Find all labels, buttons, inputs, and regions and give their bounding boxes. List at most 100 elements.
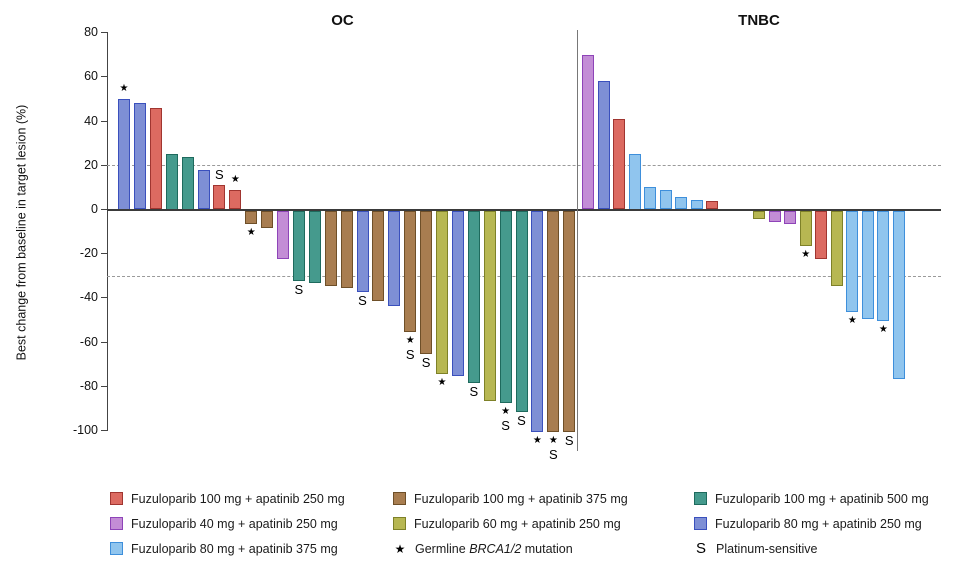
legend-column-3: Fuzuloparib 100 mg + apatinib 500 mg Fuzu… [694, 486, 929, 561]
legend-label: Fuzuloparib 80 mg + apatinib 375 mg [131, 541, 338, 556]
y-tick-label: -100 [72, 423, 98, 437]
bar-oc-28 [547, 210, 560, 432]
bar-oc-9 [245, 210, 258, 224]
y-tick-mark [101, 253, 107, 255]
y-tick-mark [101, 385, 107, 387]
bar-tnbc-6 [659, 189, 672, 210]
legend-swatch-orchid [110, 517, 123, 530]
bar-oc-25 [499, 210, 512, 403]
y-tick-label: -20 [79, 246, 98, 261]
bar-tnbc-19 [893, 210, 905, 379]
bar-oc-8 [229, 189, 242, 210]
bar-oc-3 [149, 107, 162, 210]
platinum-sensitive-marker: S [405, 347, 415, 363]
panel-title-oc: OC [331, 12, 354, 29]
platinum-sensitive-marker: S [469, 383, 479, 399]
bar-oc-10 [261, 210, 274, 229]
legend-swatch-red [110, 492, 123, 505]
bar-oc-20 [420, 210, 433, 355]
bar-tnbc-16 [846, 210, 859, 313]
y-tick-mark [101, 209, 107, 210]
reference-line-20 [107, 165, 941, 167]
y-tick-mark [101, 164, 107, 166]
legend-item: Fuzuloparib 40 mg + apatinib 250 mg [110, 511, 345, 536]
legend-swatch-blue [694, 517, 707, 530]
legend-swatch-brown [393, 492, 406, 505]
bar-tnbc-3 [613, 118, 626, 210]
legend-item: ★ Germline BRCA1/2 mutation [393, 536, 628, 561]
y-tick-mark [101, 120, 107, 122]
bar-tnbc-5 [644, 187, 657, 210]
platinum-sensitive-marker: S [517, 412, 526, 428]
brca-mutation-marker: ★ [119, 83, 129, 94]
legend-item: S Platinum-sensitive [694, 536, 929, 561]
y-tick-label: -80 [79, 378, 98, 393]
legend-column-2: Fuzuloparib 100 mg + apatinib 375 mg Fuzu… [393, 486, 628, 561]
legend-label: Fuzuloparib 60 mg + apatinib 250 mg [414, 516, 621, 531]
legend-column-1: Fuzuloparib 100 mg + apatinib 250 mg Fuzu… [110, 486, 345, 561]
platinum-sensitive-marker: S [548, 446, 558, 462]
bar-tnbc-2 [597, 81, 610, 210]
bar-tnbc-9 [706, 200, 719, 210]
legend-label: Fuzuloparib 100 mg + apatinib 375 mg [414, 491, 628, 506]
legend-label: Platinum-sensitive [716, 541, 818, 556]
bar-oc-21 [436, 210, 448, 374]
bar-tnbc-17 [861, 210, 874, 319]
legend-item: Fuzuloparib 100 mg + apatinib 250 mg [110, 486, 345, 511]
legend-label: Fuzuloparib 100 mg + apatinib 500 mg [715, 491, 929, 506]
y-tick-label: -60 [79, 334, 98, 349]
y-tick-mark [101, 430, 107, 431]
y-tick-label: 60 [84, 69, 98, 84]
platinum-sensitive-marker: S [294, 282, 304, 298]
y-tick-mark [101, 297, 107, 299]
bar-tnbc-11 [768, 210, 781, 222]
platinum-sensitive-marker: S [358, 293, 367, 309]
platinum-sensitive-marker: S [215, 167, 224, 183]
bar-oc-19 [404, 210, 417, 332]
bar-oc-17 [372, 210, 385, 302]
panel-divider [577, 30, 578, 451]
legend-item: Fuzuloparib 100 mg + apatinib 500 mg [694, 486, 929, 511]
brca-mutation-marker: ★ [532, 434, 542, 446]
bar-oc-16 [356, 210, 369, 293]
legend-label: Fuzuloparib 100 mg + apatinib 250 mg [131, 491, 345, 506]
y-tick-label: 80 [84, 25, 98, 40]
brca-mutation-marker: ★ [878, 324, 888, 335]
bar-tnbc-8 [690, 199, 703, 210]
bar-oc-12 [292, 210, 305, 282]
legend-item: Fuzuloparib 60 mg + apatinib 250 mg [393, 511, 628, 536]
platinum-sensitive-marker: S [421, 355, 431, 371]
brca-mutation-marker: ★ [246, 226, 256, 238]
bar-oc-14 [324, 210, 337, 286]
brca-mutation-marker: ★ [548, 434, 558, 446]
bar-oc-7 [213, 185, 226, 210]
y-tick-label: 40 [84, 113, 98, 128]
bar-oc-11 [277, 210, 289, 260]
y-tick-label: 20 [84, 157, 98, 172]
bar-tnbc-15 [830, 210, 843, 286]
platinum-sensitive-marker: S [501, 417, 510, 433]
legend-item: Fuzuloparib 80 mg + apatinib 250 mg [694, 511, 929, 536]
legend-label: Germline BRCA1/2 mutation [415, 541, 573, 556]
bar-tnbc-14 [815, 210, 828, 260]
brca-mutation-legend-icon: ★ [394, 541, 406, 556]
platinum-sensitive-marker: S [564, 432, 574, 448]
brca-mutation-marker: ★ [405, 335, 415, 347]
bar-oc-26 [515, 210, 528, 412]
bar-tnbc-4 [628, 154, 641, 210]
y-tick-mark [101, 76, 107, 78]
brca-mutation-marker: ★ [801, 248, 811, 260]
bar-oc-2 [133, 103, 146, 210]
panel-title-tnbc: TNBC [738, 12, 780, 29]
panel-bars-tnbc: ★ ★ ★ [578, 0, 940, 578]
bar-tnbc-18 [877, 210, 890, 321]
bar-oc-4 [165, 154, 178, 210]
bar-oc-15 [340, 210, 353, 288]
bar-oc-29 [563, 210, 576, 432]
y-axis-label: Best change from baseline in target lesi… [14, 104, 29, 361]
y-tick-label: 0 [91, 202, 98, 216]
bar-tnbc-10 [753, 210, 766, 220]
bar-oc-27 [531, 210, 544, 432]
bar-oc-23 [467, 210, 480, 383]
brca-mutation-marker: ★ [437, 377, 447, 388]
